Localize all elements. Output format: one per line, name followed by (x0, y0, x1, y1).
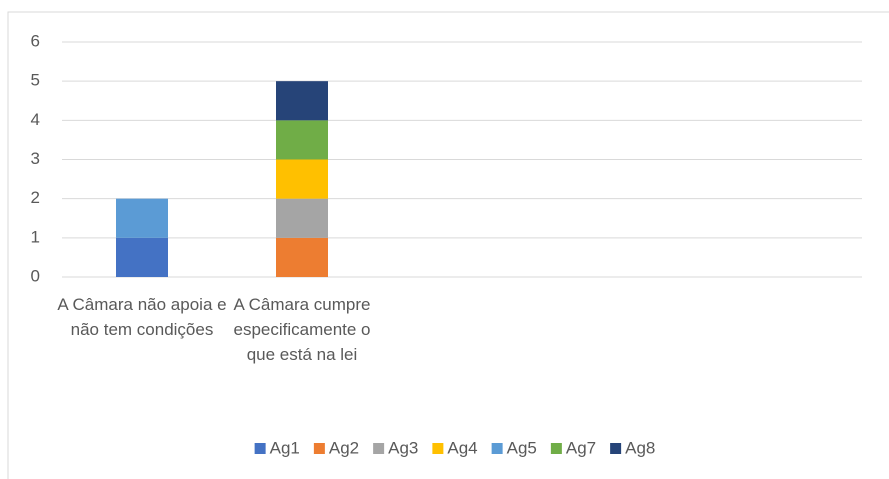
x-tick-label: A Câmara cumpre especificamente o que es… (233, 295, 371, 364)
legend-label: Ag1 (270, 438, 300, 457)
legend-swatch (313, 443, 325, 454)
y-tick-label: 5 (31, 71, 40, 90)
x-tick-label: A Câmara não apoia e não tem condições (57, 295, 227, 339)
legend-label: Ag2 (329, 438, 359, 457)
y-tick-label: 6 (31, 31, 40, 50)
bar-segment (276, 120, 328, 160)
legend-swatch (254, 443, 266, 454)
y-tick-label: 0 (31, 266, 40, 285)
legend-label: Ag3 (388, 438, 418, 457)
legend-label: Ag8 (625, 438, 655, 457)
legend: Ag1 Ag2 Ag3 Ag4 Ag5 Ag7 Ag8 (254, 438, 655, 457)
legend-swatch (373, 443, 385, 454)
bar-segment (116, 198, 168, 238)
legend-swatch (550, 443, 562, 454)
legend-label: Ag7 (566, 438, 596, 457)
chart-border (7, 11, 889, 479)
y-tick-label: 3 (31, 149, 40, 168)
y-tick-label: 1 (31, 227, 40, 246)
legend-label: Ag4 (447, 438, 477, 457)
bar-segment (276, 237, 328, 277)
legend-swatch (610, 443, 622, 454)
bar-segment (276, 198, 328, 238)
bar-segment (276, 81, 328, 121)
legend-swatch (432, 443, 444, 454)
bar-segment (276, 159, 328, 199)
legend-label: Ag5 (507, 438, 537, 457)
legend-swatch (491, 443, 503, 454)
y-tick-label: 4 (31, 110, 40, 129)
bar-segment (116, 237, 168, 277)
y-tick-label: 2 (31, 188, 40, 207)
